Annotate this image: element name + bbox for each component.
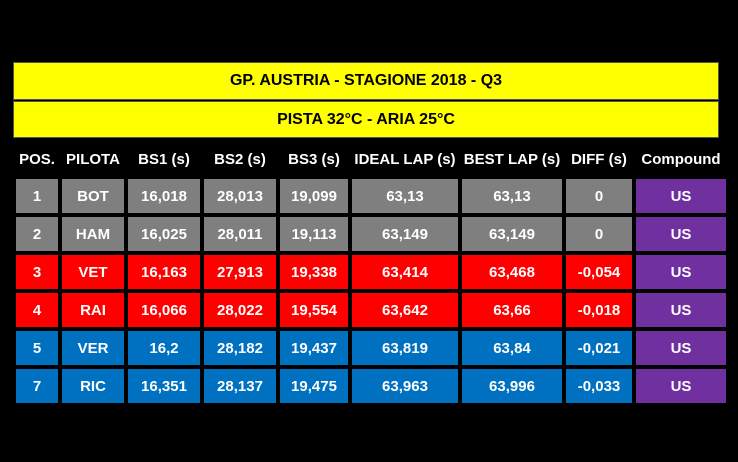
table-row: 7 RIC 16,351 28,137 19,475 63,963 63,996 -0,033… xyxy=(15,368,727,404)
bs1-cell: 16,2 xyxy=(127,330,201,366)
bs1-cell: 16,351 xyxy=(127,368,201,404)
ideal-lap-cell: 63,414 xyxy=(351,254,459,290)
ideal-lap-cell: 63,149 xyxy=(351,216,459,252)
diff-cell: -0,021 xyxy=(565,330,633,366)
diff-cell: -0,054 xyxy=(565,254,633,290)
best-lap-cell: 63,66 xyxy=(461,292,563,328)
pos-cell: 3 xyxy=(15,254,59,290)
bs3-cell: 19,475 xyxy=(279,368,349,404)
driver-cell: RAI xyxy=(61,292,125,328)
compound-cell: US xyxy=(635,216,727,252)
header-ideal-lap: IDEAL LAP (s) xyxy=(354,150,456,168)
compound-cell: US xyxy=(635,368,727,404)
best-lap-cell: 63,996 xyxy=(461,368,563,404)
table-row: 1 BOT 16,018 28,013 19,099 63,13 63,13 0 US xyxy=(15,178,727,214)
compound-cell: US xyxy=(635,292,727,328)
table-row: 4 RAI 16,066 28,022 19,554 63,642 63,66 -0,018 U… xyxy=(15,292,727,328)
pos-cell: 2 xyxy=(15,216,59,252)
ideal-lap-cell: 63,963 xyxy=(351,368,459,404)
conditions-banner: PISTA 32°C - ARIA 25°C xyxy=(13,101,719,138)
best-lap-cell: 63,468 xyxy=(461,254,563,290)
header-bs1: BS1 (s) xyxy=(138,150,190,168)
bs3-cell: 19,437 xyxy=(279,330,349,366)
bs2-cell: 28,011 xyxy=(203,216,277,252)
ideal-lap-cell: 63,819 xyxy=(351,330,459,366)
driver-cell: VER xyxy=(61,330,125,366)
diff-cell: -0,018 xyxy=(565,292,633,328)
best-lap-cell: 63,84 xyxy=(461,330,563,366)
table-row: 2 HAM 16,025 28,011 19,113 63,149 63,149 0 US xyxy=(15,216,727,252)
table-row: 5 VER 16,2 28,182 19,437 63,819 63,84 -0,021 US xyxy=(15,330,727,366)
driver-cell: RIC xyxy=(61,368,125,404)
pos-cell: 7 xyxy=(15,368,59,404)
bs2-cell: 28,013 xyxy=(203,178,277,214)
compound-cell: US xyxy=(635,330,727,366)
diff-cell: 0 xyxy=(565,216,633,252)
bs1-cell: 16,025 xyxy=(127,216,201,252)
diff-cell: 0 xyxy=(565,178,633,214)
bs1-cell: 16,066 xyxy=(127,292,201,328)
bs2-cell: 27,913 xyxy=(203,254,277,290)
compound-cell: US xyxy=(635,254,727,290)
bs2-cell: 28,182 xyxy=(203,330,277,366)
header-bs2: BS2 (s) xyxy=(214,150,266,168)
bs1-cell: 16,163 xyxy=(127,254,201,290)
best-lap-cell: 63,149 xyxy=(461,216,563,252)
table-row: 3 VET 16,163 27,913 19,338 63,414 63,468 -0,054… xyxy=(15,254,727,290)
bs3-cell: 19,099 xyxy=(279,178,349,214)
bs3-cell: 19,338 xyxy=(279,254,349,290)
ideal-lap-cell: 63,13 xyxy=(351,178,459,214)
header-diff: DIFF (s) xyxy=(571,150,627,168)
bs2-cell: 28,022 xyxy=(203,292,277,328)
bs3-cell: 19,554 xyxy=(279,292,349,328)
pos-cell: 1 xyxy=(15,178,59,214)
track-conditions: PISTA 32°C - ARIA 25°C xyxy=(277,110,455,128)
driver-cell: HAM xyxy=(61,216,125,252)
bs3-cell: 19,113 xyxy=(279,216,349,252)
qualifying-table: POS. PILOTA BS1 (s) BS2 (s) BS3 (s) IDEA… xyxy=(13,140,729,406)
header-best-lap: BEST LAP (s) xyxy=(463,150,561,168)
driver-cell: BOT xyxy=(61,178,125,214)
pos-cell: 4 xyxy=(15,292,59,328)
page-title: GP. AUSTRIA - STAGIONE 2018 - Q3 xyxy=(229,72,503,89)
diff-cell: -0,033 xyxy=(565,368,633,404)
pos-cell: 5 xyxy=(15,330,59,366)
bs1-cell: 16,018 xyxy=(127,178,201,214)
best-lap-cell: 63,13 xyxy=(461,178,563,214)
bs2-cell: 28,137 xyxy=(203,368,277,404)
header-pilota: PILOTA xyxy=(66,150,120,168)
header-compound: Compound xyxy=(641,150,721,168)
header-row: POS. PILOTA BS1 (s) BS2 (s) BS3 (s) IDEA… xyxy=(15,142,727,176)
ideal-lap-cell: 63,642 xyxy=(351,292,459,328)
header-pos: POS. xyxy=(19,150,55,168)
header-bs3: BS3 (s) xyxy=(288,150,340,168)
compound-cell: US xyxy=(635,178,727,214)
driver-cell: VET xyxy=(61,254,125,290)
title-banner: GP. AUSTRIA - STAGIONE 2018 - Q3 xyxy=(13,62,719,100)
